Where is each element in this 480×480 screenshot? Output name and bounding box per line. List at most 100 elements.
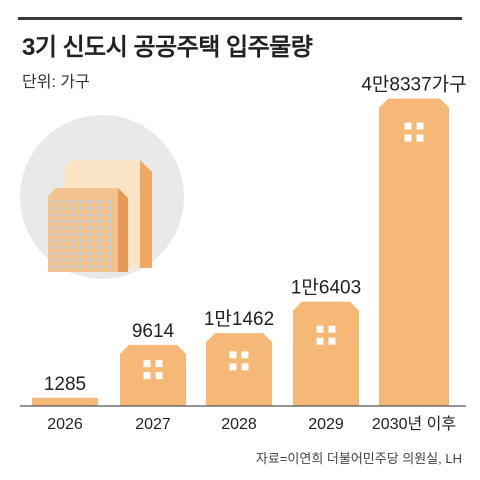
illustration-window — [61, 219, 66, 223]
illustration-window — [79, 239, 84, 243]
illustration-window — [97, 245, 102, 249]
bar — [379, 98, 449, 406]
bar-window — [404, 122, 412, 130]
bar-window — [328, 337, 336, 345]
illustration-window — [61, 232, 66, 236]
illustration-window — [61, 200, 66, 204]
bar-window — [155, 372, 163, 380]
illustration-window — [61, 252, 66, 256]
bar-2028 — [206, 333, 272, 406]
illustration-window — [52, 252, 57, 256]
illustration-window — [88, 200, 93, 204]
bar-window — [404, 134, 412, 142]
illustration-window — [88, 226, 93, 230]
illustration-window — [97, 200, 102, 204]
illustration-window — [61, 245, 66, 249]
category-label: 2028 — [221, 416, 257, 433]
value-label: 1만1462 — [204, 308, 274, 330]
illustration-window — [106, 239, 111, 243]
illustration-window — [88, 219, 93, 223]
illustration-window — [70, 206, 75, 210]
illustration-window — [52, 232, 57, 236]
category-label: 2026 — [47, 416, 83, 433]
illustration-window — [52, 245, 57, 249]
illustration-window — [88, 245, 93, 249]
illustration-window — [52, 265, 57, 269]
bar-window — [416, 134, 424, 142]
illustration-window — [52, 206, 57, 210]
illustration-window — [97, 226, 102, 230]
illustration-window — [88, 252, 93, 256]
illustration-window — [106, 252, 111, 256]
illustration-window — [79, 206, 84, 210]
illustration-window — [106, 200, 111, 204]
chart-title: 3기 신도시 공공주택 입주물량 — [22, 34, 313, 61]
illustration-window — [70, 239, 75, 243]
illustration-window — [97, 213, 102, 217]
bar-window — [328, 325, 336, 333]
bar-window — [316, 325, 324, 333]
illustration-window — [79, 200, 84, 204]
illustration-window — [61, 226, 66, 230]
illustration-window — [61, 265, 66, 269]
illustration-window — [52, 258, 57, 262]
illustration-window — [106, 265, 111, 269]
bar-2027 — [120, 344, 186, 406]
bar-window — [229, 351, 237, 359]
bar-window — [241, 363, 249, 371]
illustration-window — [52, 200, 57, 204]
bar-window — [229, 363, 237, 371]
illustration-window — [70, 219, 75, 223]
illustration-window — [70, 226, 75, 230]
illustration-window — [70, 213, 75, 217]
illustration-window — [97, 252, 102, 256]
illustration-window — [52, 226, 57, 230]
unit-label: 단위: 가구 — [22, 74, 90, 91]
illustration-window — [70, 200, 75, 204]
illustration-window — [79, 232, 84, 236]
illustration-window — [79, 258, 84, 262]
bar-window — [316, 337, 324, 345]
illustration-window — [52, 213, 57, 217]
illustration-window — [70, 265, 75, 269]
illustration-window — [106, 245, 111, 249]
bar-window — [416, 122, 424, 130]
illustration-window — [97, 219, 102, 223]
category-label: 2027 — [135, 416, 171, 433]
illustration-window — [97, 232, 102, 236]
apartment-illustration — [20, 115, 184, 279]
bar-window — [143, 372, 151, 380]
bar — [32, 397, 98, 406]
illustration-window — [88, 265, 93, 269]
value-label: 4만8337가구 — [361, 74, 466, 96]
illustration-window — [106, 219, 111, 223]
illustration-window — [61, 258, 66, 262]
illustration-window — [70, 252, 75, 256]
illustration-window — [52, 239, 57, 243]
bar — [293, 301, 359, 406]
bar — [206, 333, 272, 406]
illustration-window — [97, 265, 102, 269]
illustration-window — [79, 226, 84, 230]
source-note: 자료=이연희 더불어민주당 의원실, LH — [255, 451, 462, 466]
illustration-window — [79, 219, 84, 223]
illustration-window — [88, 258, 93, 262]
illustration-window — [61, 239, 66, 243]
illustration-window — [88, 206, 93, 210]
illustration-window — [106, 213, 111, 217]
category-label: 2030년 이후 — [372, 415, 456, 433]
illustration-window — [61, 213, 66, 217]
category-label: 2029 — [308, 416, 344, 433]
illustration-window — [52, 219, 57, 223]
bar-2026 — [32, 397, 98, 406]
value-label: 1285 — [44, 374, 86, 395]
top-rule — [18, 17, 462, 20]
illustration-window — [97, 239, 102, 243]
illustration-window — [79, 213, 84, 217]
bar-window — [155, 360, 163, 368]
bar — [120, 344, 186, 406]
value-label: 1만6403 — [291, 277, 361, 299]
illustration-window — [97, 206, 102, 210]
